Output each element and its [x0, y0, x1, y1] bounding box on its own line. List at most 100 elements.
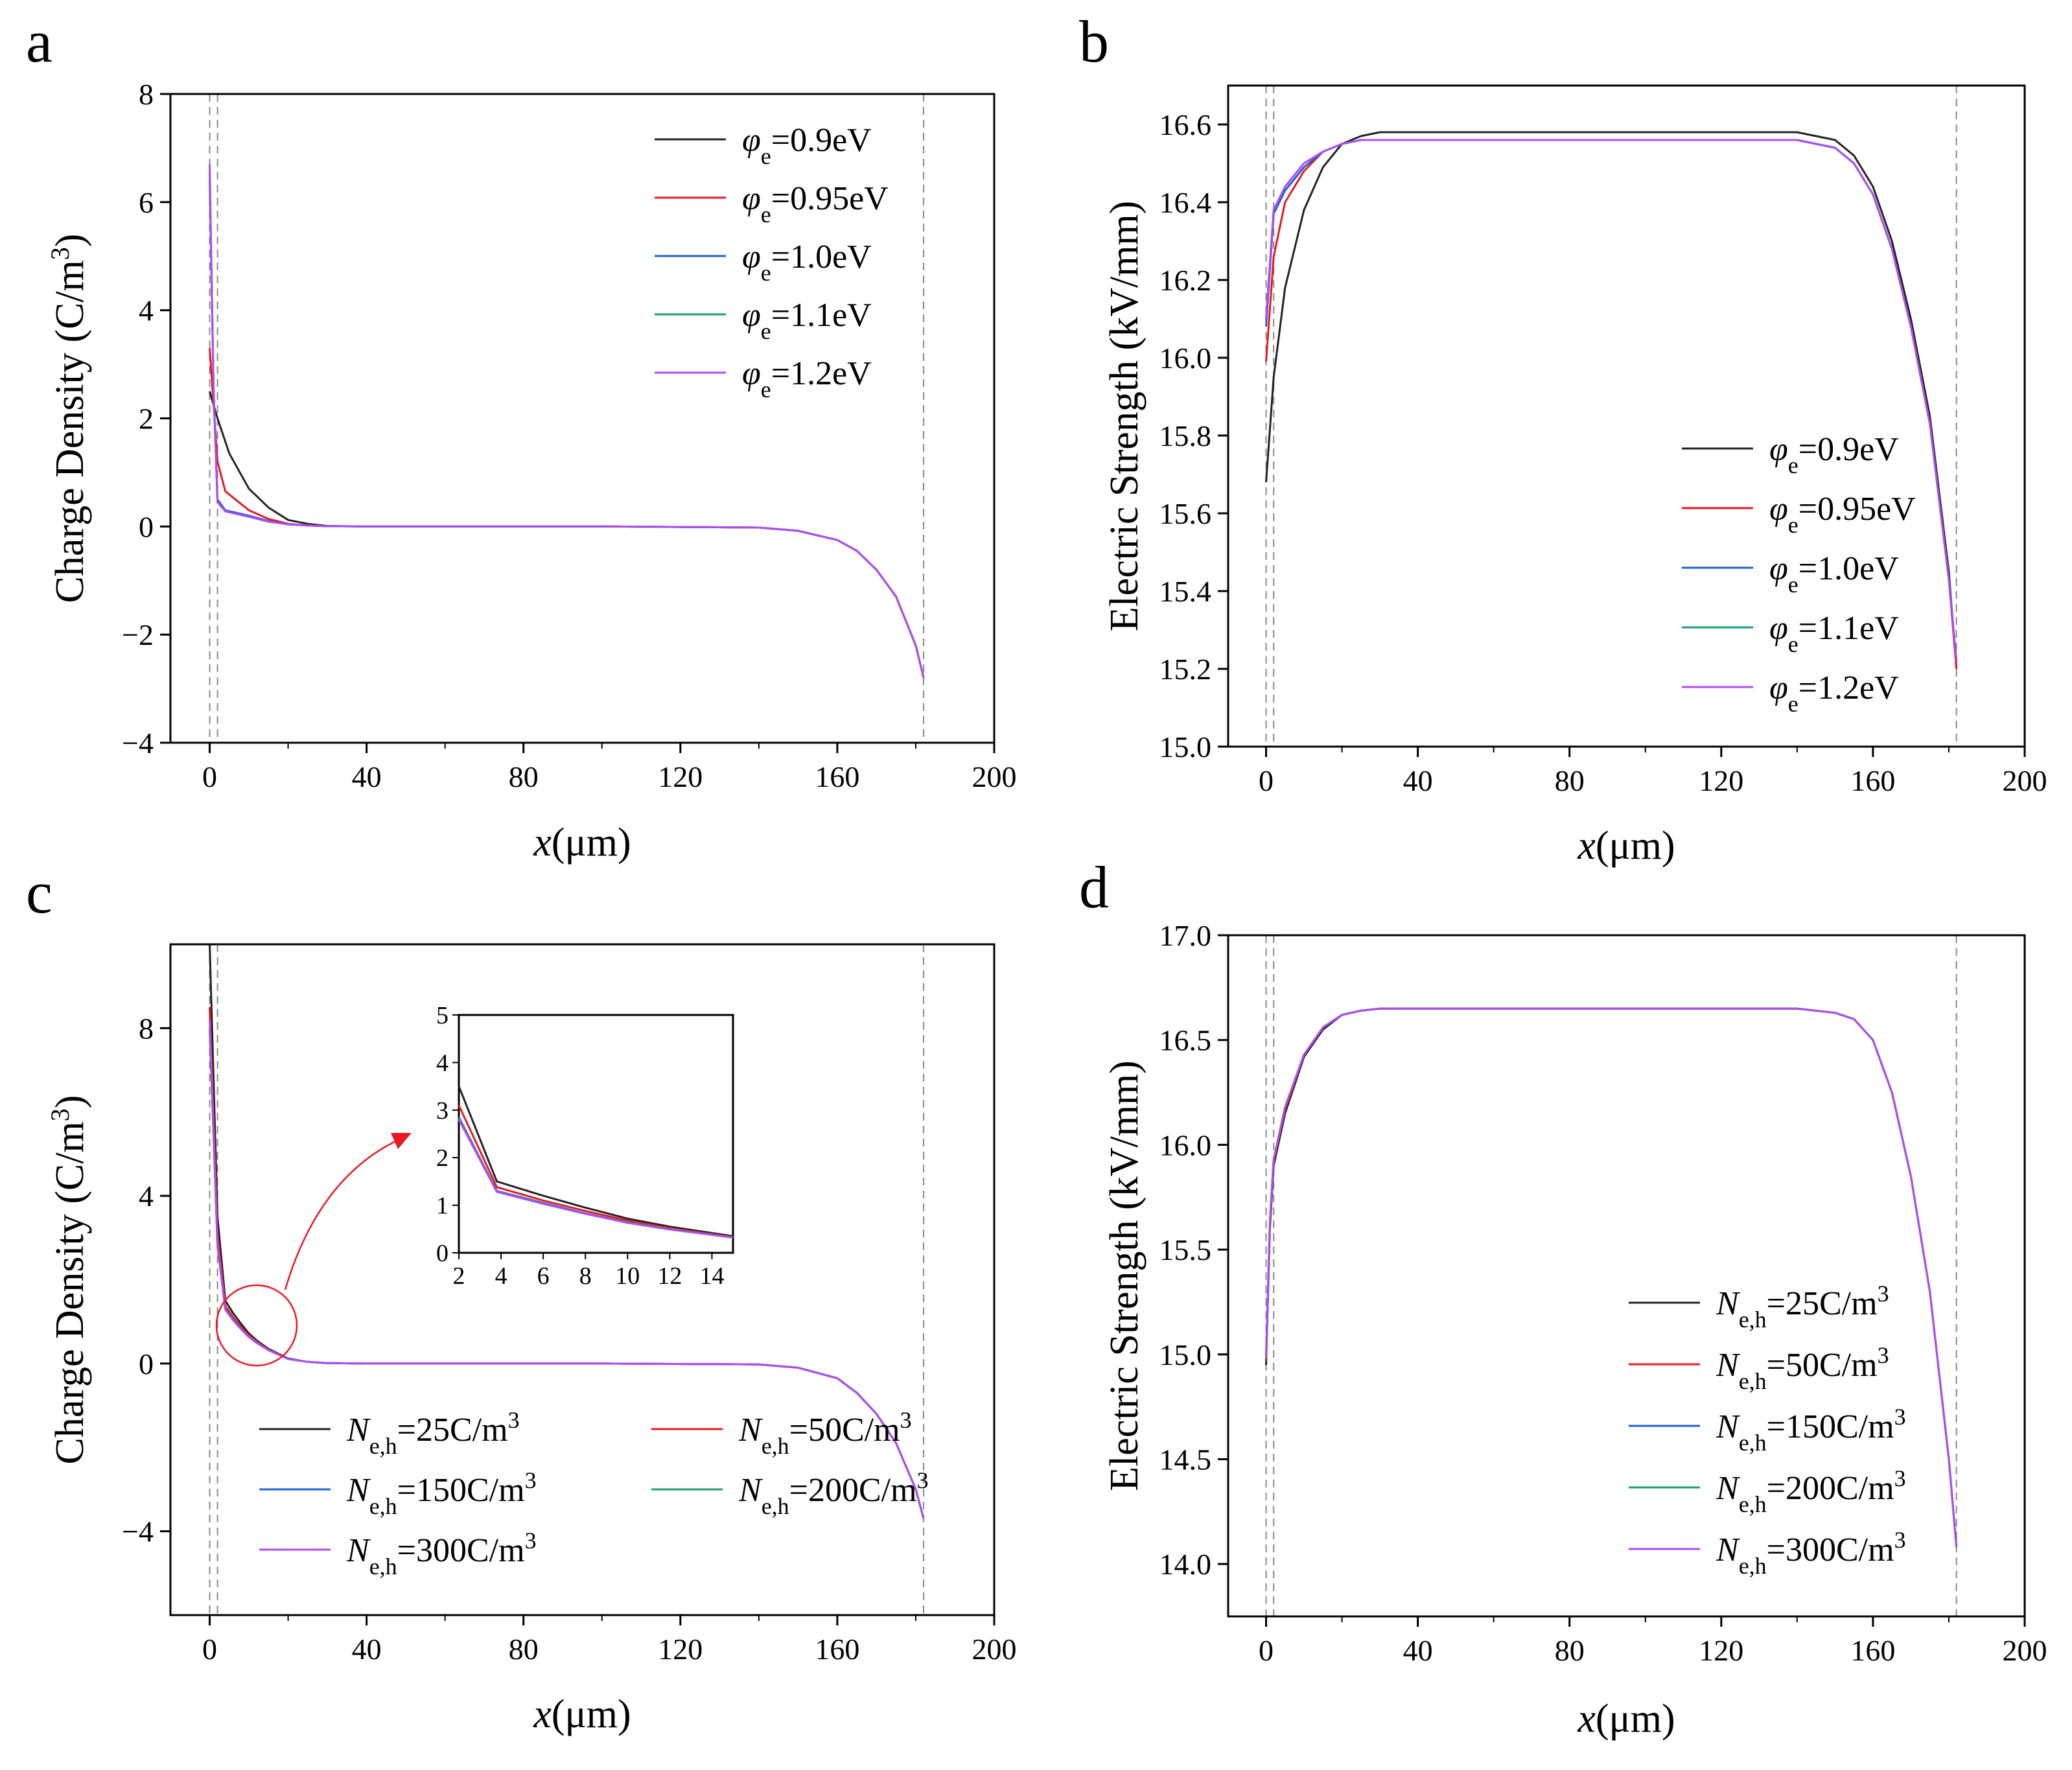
- y-axis-label: Charge Density (C/m3): [45, 1095, 93, 1465]
- y-tick-label: 16.0: [1159, 342, 1212, 375]
- y-tick-label: 16.6: [1159, 108, 1212, 141]
- y-tick-label: −4: [122, 1515, 154, 1548]
- y-tick-label: −2: [122, 618, 154, 651]
- plot-frame-d: [1227, 934, 2026, 1618]
- x-tick-label: 120: [658, 760, 703, 793]
- y-tick-label: −4: [122, 727, 154, 760]
- inset-frame: [458, 1014, 734, 1254]
- x-tick-label: 200: [972, 760, 1017, 793]
- inset-series-line-1: [458, 1086, 734, 1237]
- legend-label-b-3: φe=1.0eV: [1769, 550, 1899, 598]
- series-line-c-5: [209, 1019, 925, 1519]
- legend-label-a-3: φe=1.0eV: [742, 239, 872, 286]
- series-line-d-5: [1265, 1007, 1958, 1548]
- inset-y-tick-label: 2: [436, 1145, 448, 1172]
- legend-label-d-5: Ne,h=300C/m3: [1716, 1527, 1906, 1579]
- legend-label-c-2: Ne,h=50C/m3: [738, 1407, 912, 1459]
- legend-label-b-5: φe=1.2eV: [1769, 670, 1899, 717]
- panel-letter-d: d: [1079, 854, 1109, 920]
- legend-d: Ne,h=25C/m3 Ne,h=50C/m3 Ne,h=150C/m3 Ne,h=2…: [1629, 1281, 1906, 1579]
- series-line-b-5: [1265, 139, 1958, 662]
- y-axis-label: Electric Strength (kV/mm): [1102, 201, 1147, 632]
- y-tick-label: 14.5: [1159, 1443, 1212, 1476]
- y-tick-label: 16.4: [1159, 186, 1212, 219]
- x-tick-label: 200: [2003, 764, 2047, 797]
- y-tick-label: 15.8: [1159, 419, 1212, 452]
- series-line-a-2: [209, 347, 925, 679]
- x-tick-label: 80: [509, 1633, 539, 1666]
- y-tick-label: 2: [139, 402, 154, 436]
- legend-label-a-4: φe=1.1eV: [742, 297, 872, 344]
- panel-d: d 0 40 80 120 160 200 14.0 14.5 15.0 15.5 16.0 16.5 1…: [1079, 854, 2047, 1741]
- series-line-a-5: [209, 164, 925, 679]
- legend-label-d-2: Ne,h=50C/m3: [1716, 1342, 1889, 1394]
- x-tick-label: 80: [509, 760, 539, 793]
- inset-y-tick-label: 1: [436, 1193, 448, 1220]
- legend-label-b-4: φe=1.1eV: [1769, 610, 1899, 657]
- x-tick-label: 80: [1555, 1634, 1585, 1667]
- x-tick-label: 0: [1259, 1634, 1274, 1667]
- x-tick-label: 160: [815, 760, 859, 793]
- y-tick-label: 17.0: [1159, 919, 1212, 952]
- series-line-d-3: [1265, 1007, 1958, 1548]
- y-axis-label: Electric Strength (kV/mm): [1102, 1060, 1147, 1491]
- inset-y-tick-label: 5: [436, 1002, 448, 1029]
- x-tick-label: 0: [1259, 764, 1274, 797]
- y-tick-label: 16.2: [1159, 264, 1212, 297]
- y-tick-label: 16.5: [1159, 1024, 1212, 1057]
- x-tick-label: 0: [202, 1633, 217, 1666]
- legend-b: φe=0.9eV φe=0.95eV φe=1.0eV φe=1.1eV φe=1.2e…: [1682, 431, 1916, 717]
- y-tick-label: 15.2: [1159, 653, 1212, 686]
- y-tick-label: 16.0: [1159, 1128, 1212, 1161]
- legend-c: Ne,h=25C/m3 Ne,h=50C/m3 Ne,h=150C/m3 Ne,h=2…: [259, 1407, 929, 1579]
- series-line-d-4: [1265, 1007, 1958, 1548]
- inset-x-tick-label: 8: [579, 1263, 592, 1290]
- legend-label-a-5: φe=1.2eV: [742, 355, 872, 402]
- series-line-b-1: [1265, 131, 1958, 670]
- panel-b: b 0 40 80 120 160 200 15.0 15.2 15.4 15.6 15.8 16.0 1…: [1079, 8, 2047, 868]
- legend-label-d-4: Ne,h=200C/m3: [1716, 1465, 1906, 1517]
- legend-label-b-1: φe=0.9eV: [1769, 431, 1899, 478]
- legend-label-c-3: Ne,h=150C/m3: [346, 1467, 537, 1519]
- legend-label-a-2: φe=0.95eV: [742, 180, 889, 227]
- y-tick-label: 4: [139, 1180, 154, 1213]
- legend-label-c-5: Ne,h=300C/m3: [346, 1528, 537, 1579]
- inset-y-tick-label: 0: [436, 1240, 448, 1267]
- x-tick-label: 160: [815, 1633, 859, 1666]
- inset-x-tick-label: 2: [453, 1263, 465, 1290]
- zoom-circle: [215, 1284, 298, 1367]
- y-tick-label: 15.6: [1159, 497, 1212, 530]
- panel-letter-c: c: [26, 859, 52, 926]
- series-line-b-2: [1265, 139, 1958, 670]
- series-line-d-2: [1265, 1007, 1958, 1548]
- panel-letter-b: b: [1079, 8, 1109, 75]
- legend-label-c-1: Ne,h=25C/m3: [346, 1407, 520, 1459]
- y-tick-label: 15.4: [1159, 575, 1212, 608]
- y-tick-label: 15.0: [1159, 730, 1212, 763]
- plot-frame-c: [169, 943, 995, 1616]
- plot-frame-b: [1227, 84, 2026, 748]
- legend-label-c-4: Ne,h=200C/m3: [738, 1467, 929, 1519]
- y-tick-label: 15.5: [1159, 1233, 1212, 1266]
- x-tick-label: 120: [1699, 1634, 1743, 1667]
- x-tick-label: 200: [972, 1633, 1017, 1666]
- x-tick-label: 120: [658, 1633, 703, 1666]
- legend-label-b-2: φe=0.95eV: [1769, 491, 1916, 538]
- y-tick-label: 0: [139, 1347, 154, 1380]
- legend-label-d-3: Ne,h=150C/m3: [1716, 1404, 1906, 1456]
- series-line-d-1: [1265, 1007, 1958, 1548]
- zoom-arrow: [284, 1139, 397, 1290]
- panel-letter-a: a: [26, 8, 52, 75]
- y-tick-label: 4: [139, 294, 154, 327]
- y-tick-label: 14.0: [1159, 1548, 1212, 1581]
- y-axis-label: Charge Density (C/m3): [45, 234, 93, 603]
- inset-x-tick-label: 10: [615, 1263, 640, 1290]
- panel-a: a 0 40 80 120 160 200 −4 −2 0 2 4 6 8 x(μm) Charge Dens…: [26, 8, 1017, 865]
- x-tick-label: 160: [1850, 764, 1895, 797]
- x-axis-label: x(μm): [1577, 824, 1675, 868]
- legend-label-d-1: Ne,h=25C/m3: [1716, 1281, 1889, 1333]
- x-tick-label: 120: [1699, 764, 1743, 797]
- x-tick-label: 40: [352, 1633, 382, 1666]
